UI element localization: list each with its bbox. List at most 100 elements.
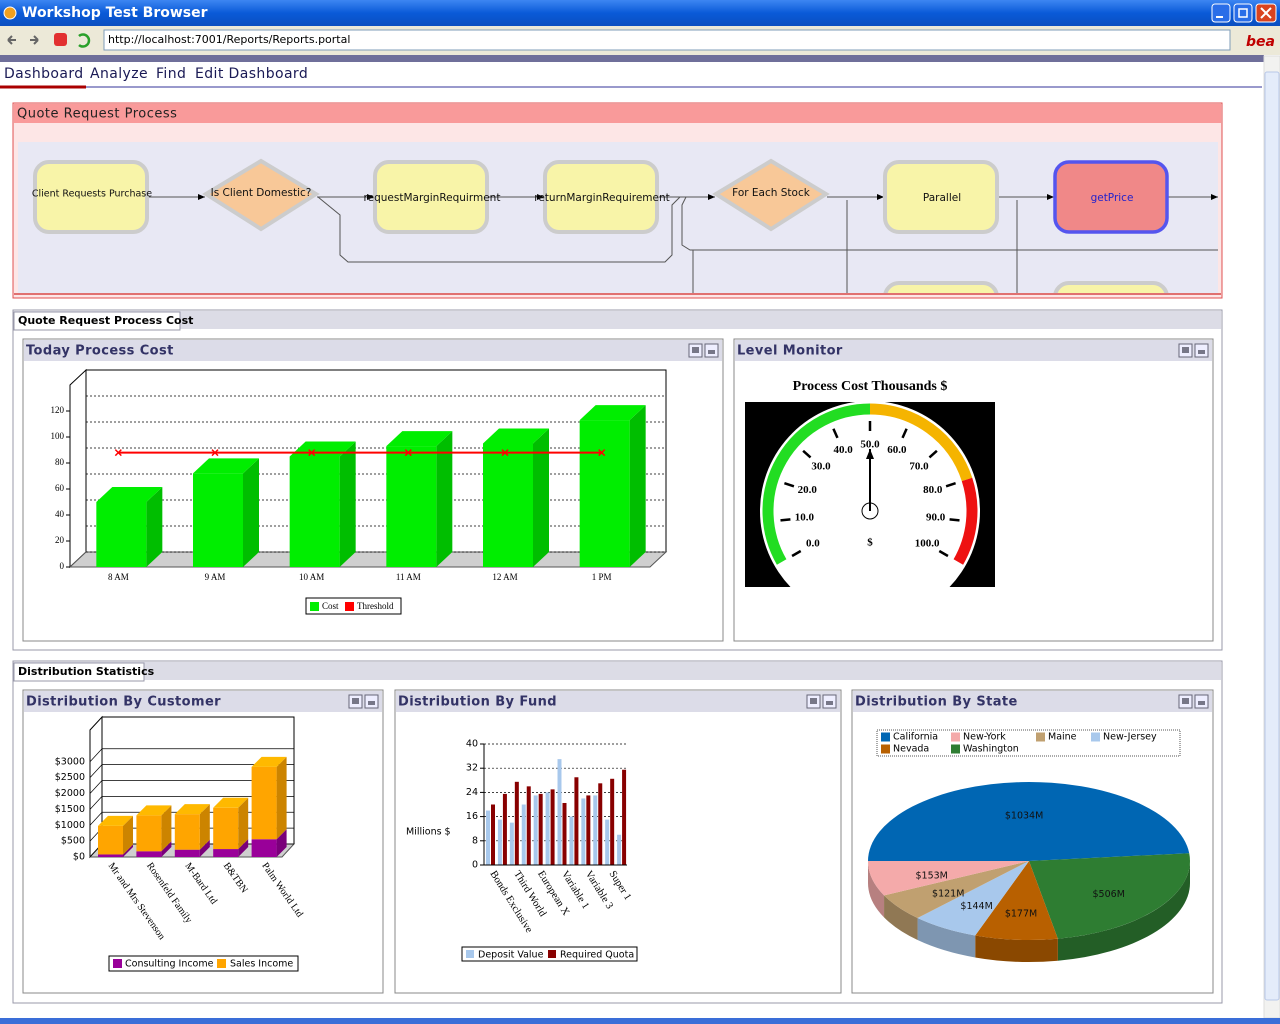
decision-node (202, 158, 320, 232)
gauge-tick-label: 100.0 (915, 538, 940, 550)
node-label: For Each Stock (732, 187, 811, 199)
x-tick-label: 11 AM (396, 572, 421, 582)
node-label: getPrice (1091, 192, 1134, 204)
bar-side (436, 431, 453, 567)
gauge-title: Process Cost Thousands $ (793, 379, 948, 394)
gauge: 0.0 10.0 20.0 30.040.0 50.0 60.070.0 80.0 90.0 1… (760, 402, 980, 587)
legend (108, 955, 299, 972)
decision-node (712, 158, 830, 232)
bar (586, 795, 591, 865)
maximize-button[interactable] (1233, 3, 1253, 23)
y-tick-label: 60 (55, 483, 65, 493)
bar-side (339, 441, 356, 567)
pie-slice (1029, 853, 1190, 939)
portlet-button-glyph (708, 350, 715, 354)
y-tick-label: 32 (466, 763, 478, 774)
gauge-tick (901, 428, 908, 439)
gauge-unit: $ (867, 537, 873, 549)
x-tick-label: 1 PM (592, 572, 612, 582)
bar-segment (98, 854, 123, 857)
legend-swatch (548, 950, 556, 958)
y-tick-label: $0 (73, 852, 85, 863)
node-label: requestMarginRequirment (364, 192, 501, 204)
y-tick-label: $2500 (55, 772, 85, 783)
bar (550, 789, 555, 865)
gauge-tick-label: 80.0 (923, 484, 943, 496)
loop-connector (681, 196, 1218, 293)
legend-label: Washington (963, 744, 1019, 755)
portlet-header (24, 691, 382, 712)
value-label: $506M (1093, 889, 1125, 900)
maximize-glyph (1238, 8, 1248, 18)
address-bar[interactable] (103, 29, 1231, 51)
x-tick-label: 9 AM (205, 572, 226, 582)
nav-link[interactable]: Edit Dashboard (195, 66, 308, 82)
bar-side (243, 458, 259, 567)
portlet-title: Distribution By Fund (398, 695, 557, 710)
connector-arrow (877, 194, 884, 200)
legend-label: Nevada (893, 744, 929, 755)
bar (581, 798, 586, 865)
minimize-button[interactable] (1211, 3, 1231, 23)
bar (533, 795, 538, 865)
gauge-band (762, 403, 871, 565)
nav-link[interactable]: Analyze (90, 66, 148, 82)
threshold-marker (404, 449, 412, 457)
process-node-partial (883, 281, 999, 293)
bar (622, 769, 627, 865)
grid-line (89, 780, 103, 794)
nav-link[interactable]: Find (156, 66, 186, 82)
scrollbar-thumb[interactable] (1264, 71, 1280, 1001)
bar-top (98, 815, 133, 826)
portlet-title: Distribution By State (855, 695, 1018, 710)
bar (574, 777, 579, 865)
portlet-button-glyph (1182, 347, 1189, 353)
bar-side (276, 829, 287, 857)
gauge-band (953, 477, 978, 565)
gauge-tick-label: 50.0 (860, 439, 880, 451)
y-tick-label: $2000 (55, 788, 85, 799)
bar (502, 793, 507, 865)
tab[interactable] (13, 311, 181, 331)
legend-swatch (1036, 732, 1045, 742)
nav-link[interactable]: Dashboard (4, 66, 84, 82)
grid-line (89, 748, 103, 762)
url: http://localhost:7001/Reports/Reports.po… (108, 33, 350, 46)
back-button[interactable] (7, 35, 16, 45)
logo: bea (1246, 34, 1275, 50)
refresh-button[interactable] (78, 33, 91, 48)
portlet-button-glyph (352, 698, 359, 704)
node-label: Is Client Domestic? (211, 187, 312, 199)
bar-side (238, 797, 249, 850)
legend-label: Consulting Income (125, 959, 214, 970)
gauge-tick-label: 70.0 (909, 460, 929, 472)
connector-arrow (1211, 194, 1218, 200)
stop-button[interactable] (54, 33, 67, 46)
portlet-button-glyph (368, 701, 375, 705)
gauge-tick (832, 428, 839, 439)
tab[interactable] (13, 662, 145, 682)
pie-slice (884, 861, 1029, 919)
value-label: $153M (916, 870, 948, 881)
legend-label: Maine (1048, 732, 1077, 743)
legend-swatch (345, 602, 354, 611)
forward-button[interactable] (30, 35, 39, 45)
back-wall (85, 369, 667, 553)
portlet-button-glyph (1182, 698, 1189, 704)
node-label: Client Requests Purchase (32, 189, 152, 200)
window-controls[interactable] (1211, 3, 1277, 23)
gauge-pivot (861, 502, 879, 520)
legend-label: California (893, 732, 938, 743)
pie-slice-side (884, 895, 918, 941)
node-label: Parallel (923, 192, 961, 204)
pie-slice (975, 861, 1058, 940)
window-title: Workshop Test Browser (22, 5, 208, 21)
bar (491, 804, 495, 865)
y-tick-label: 8 (472, 835, 478, 846)
bar-side (123, 844, 133, 857)
pie-slice (868, 782, 1190, 861)
y-tick-label: 0 (472, 860, 478, 871)
y-tick-label: 40 (466, 739, 478, 750)
threshold-marker (211, 449, 219, 457)
